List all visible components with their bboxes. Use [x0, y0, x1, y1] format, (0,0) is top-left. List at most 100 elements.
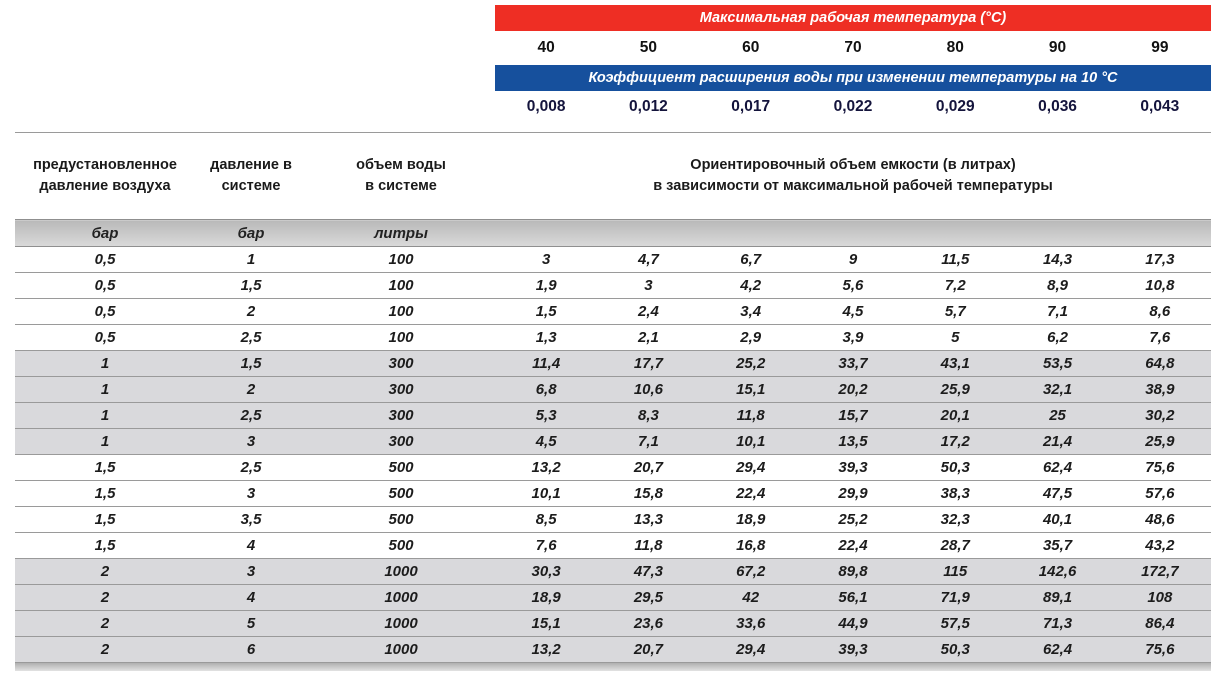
table-cell: 2,9: [699, 324, 802, 351]
table-cell: 30,2: [1108, 402, 1211, 429]
table-row: 0,5 1,5 100 1,9 3 4,2 5,6 7,2 8,9 10,8: [15, 272, 1211, 299]
table-cell: 100: [307, 298, 495, 325]
table-cell: 6,7: [699, 246, 802, 273]
table-cell: 1000: [307, 558, 495, 585]
table-cell: 172,7: [1108, 558, 1211, 585]
col-header-line: Ориентировочный объем емкости (в литрах): [690, 156, 1016, 173]
temperature-value: 90: [1048, 39, 1067, 56]
table-cell: 1,3: [495, 324, 598, 351]
unit-cell-empty: [495, 219, 1211, 247]
table-cell: 13,2: [495, 454, 598, 481]
table-cell: 500: [307, 480, 495, 507]
table-cell: 17,7: [597, 350, 700, 377]
table-row: 1,5 3 500 10,1 15,8 22,4 29,9 38,3 47,5 57,6: [15, 480, 1211, 507]
max-temperature-header-bar: Максимальная рабочая температура (°С): [495, 5, 1211, 31]
table-cell: 48,6: [1108, 506, 1211, 533]
table-cell: 89,8: [801, 558, 905, 585]
temperature-value: 50: [639, 39, 658, 56]
table-cell: 1000: [307, 636, 495, 663]
table-row: 1,5 4 500 7,6 11,8 16,8 22,4 28,7 35,7 43,2: [15, 532, 1211, 559]
table-cell: 25: [1006, 402, 1109, 429]
table-cell: 20,2: [801, 376, 905, 403]
table-cell: 0,5: [15, 324, 195, 351]
table-cell: 2: [195, 376, 307, 403]
table-cell: 38,9: [1108, 376, 1211, 403]
unit-cell: бар: [15, 219, 195, 247]
table-cell: 5,7: [904, 298, 1007, 325]
table-cell: 29,9: [801, 480, 905, 507]
table-cell: 300: [307, 350, 495, 377]
table-cell: 10,6: [597, 376, 700, 403]
unit-cell: литры: [307, 219, 495, 247]
table-cell: 4,5: [495, 428, 598, 455]
table-cell: 2,4: [597, 298, 700, 325]
temperature-value: 99: [1151, 39, 1169, 56]
table-cell: 71,9: [904, 584, 1007, 611]
table-cell: 1: [15, 402, 195, 429]
table-cell: 64,8: [1108, 350, 1211, 377]
temperature-value: 80: [946, 39, 964, 56]
table-cell: 115: [904, 558, 1007, 585]
coefficient-values-row: 0,008 0,012 0,017 0,022 0,029 0,036 0,043: [495, 91, 1211, 123]
table-cell: 20,1: [904, 402, 1007, 429]
table-cell: 2: [15, 636, 195, 663]
table-cell: 7,6: [1108, 324, 1211, 351]
table-cell: 4,2: [699, 272, 802, 299]
coefficient-value: 0,017: [731, 98, 771, 115]
table-cell: 6,8: [495, 376, 598, 403]
table-cell: 11,5: [904, 246, 1007, 273]
col-header-tank-volume-span: Ориентировочный объем емкости (в литрах)…: [495, 132, 1211, 220]
table-cell: 35,7: [1006, 532, 1109, 559]
col-header-line: предустановленное: [33, 156, 177, 173]
table-cell: 1: [15, 428, 195, 455]
table-cell: 47,5: [1006, 480, 1109, 507]
col-header-preset-air-pressure: предустановленное давление воздуха: [15, 132, 195, 220]
table-cell: 15,1: [495, 610, 598, 637]
col-header-water-volume: объем воды в системе: [307, 132, 495, 220]
table-cell: 10,1: [495, 480, 598, 507]
table-cell: 2: [15, 558, 195, 585]
table-cell: 86,4: [1108, 610, 1211, 637]
col-header-system-pressure: давление в системе: [195, 132, 307, 220]
table-cell: 47,3: [597, 558, 700, 585]
table-cell: 8,6: [1108, 298, 1211, 325]
table-cell: 5: [904, 324, 1007, 351]
table-cell: 1: [15, 350, 195, 377]
table-cell: 75,6: [1108, 636, 1211, 663]
table-cell: 8,5: [495, 506, 598, 533]
table-cell: 13,2: [495, 636, 598, 663]
temperature-values-row: 40 50 60 70 80 90 99: [495, 31, 1211, 65]
temperature-value: 60: [742, 39, 760, 56]
table-cell: 13,3: [597, 506, 700, 533]
table-cell: 17,3: [1108, 246, 1211, 273]
table-cell: 1,5: [15, 480, 195, 507]
unit-cell: бар: [195, 219, 307, 247]
table-cell: 10,8: [1108, 272, 1211, 299]
coefficient-value: 0,008: [526, 98, 566, 115]
table-cell: 6,2: [1006, 324, 1109, 351]
temperature-header-block: Максимальная рабочая температура (°С) 40…: [495, 5, 1211, 123]
table-cell: 20,7: [597, 454, 700, 481]
table-row: 1 2 300 6,8 10,6 15,1 20,2 25,9 32,1 38,9: [15, 376, 1211, 403]
table-body: 0,5 1 100 3 4,7 6,7 9 11,5 14,3 17,3 0,5 1,5 100 1,9 3…: [15, 246, 1211, 663]
table-cell: 1,5: [15, 532, 195, 559]
table-cell: 5,6: [801, 272, 905, 299]
table-cell: 3,9: [801, 324, 905, 351]
table-cell: 3,5: [195, 506, 307, 533]
table-cell: 50,3: [904, 454, 1007, 481]
table-row: 1,5 3,5 500 8,5 13,3 18,9 25,2 32,3 40,1 48,6: [15, 506, 1211, 533]
table-cell: 500: [307, 532, 495, 559]
table-row: 0,5 2,5 100 1,3 2,1 2,9 3,9 5 6,2 7,6: [15, 324, 1211, 351]
sizing-table: предустановленное давление воздуха давле…: [15, 132, 1211, 663]
table-cell: 10,1: [699, 428, 802, 455]
table-cell: 17,2: [904, 428, 1007, 455]
table-cell: 300: [307, 376, 495, 403]
table-row: 1,5 2,5 500 13,2 20,7 29,4 39,3 50,3 62,4 75,6: [15, 454, 1211, 481]
table-cell: 20,7: [597, 636, 700, 663]
table-cell: 29,5: [597, 584, 700, 611]
table-cell: 18,9: [495, 584, 598, 611]
table-cell: 18,9: [699, 506, 802, 533]
max-temperature-header-label: Максимальная рабочая температура (°С): [699, 10, 1007, 26]
table-cell: 3: [495, 246, 598, 273]
coefficient-value: 0,029: [935, 98, 975, 115]
